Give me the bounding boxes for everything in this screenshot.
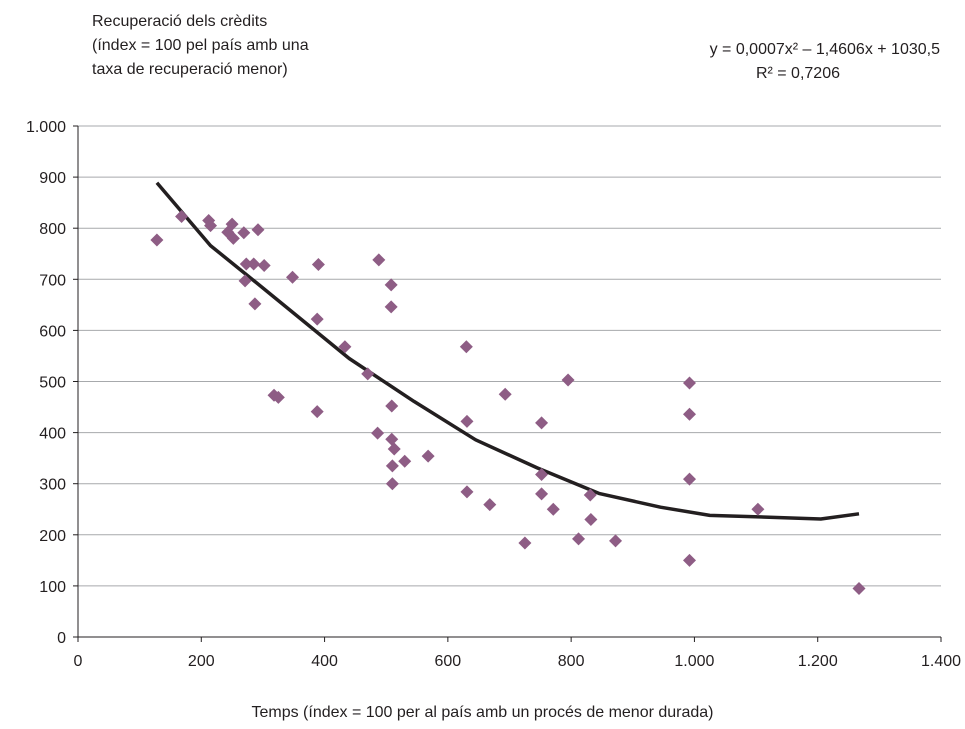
y-axis-title: Recuperació dels crèdits (índex = 100 pe… [92, 10, 309, 82]
data-point-21 [361, 367, 375, 381]
data-point-30 [387, 442, 401, 456]
data-point-16 [286, 270, 300, 284]
data-point-40 [535, 468, 549, 482]
data-point-42 [546, 502, 560, 516]
data-point-11 [248, 297, 262, 311]
r-squared: R² = 0,7206 [755, 65, 840, 82]
y-tick-label: 700 [39, 272, 66, 289]
y-tick-label: 100 [39, 579, 66, 596]
trendline [155, 181, 860, 521]
data-point-10 [247, 257, 261, 271]
y-tick-label: 500 [39, 375, 66, 392]
data-point-33 [459, 340, 473, 354]
x-tick-label: 200 [188, 653, 215, 670]
y-tick-label: 200 [39, 528, 66, 545]
data-point-31 [398, 454, 412, 468]
y-tick-label: 0 [57, 630, 66, 647]
x-tick-label: 600 [435, 653, 462, 670]
data-point-8 [238, 274, 252, 288]
y-tick-label: 900 [39, 170, 66, 187]
trendline-equation-box: y = 0,0007x² – 1,4606x + 1030,5 R² = 0,7… [600, 38, 940, 86]
data-point-35 [460, 485, 474, 499]
data-point-50 [682, 472, 696, 486]
data-point-29 [385, 477, 399, 491]
data-point-25 [384, 300, 398, 314]
x-tick-label: 400 [311, 653, 338, 670]
data-point-49 [682, 407, 696, 421]
data-point-38 [518, 536, 532, 550]
data-point-12 [251, 223, 265, 237]
data-point-48 [682, 376, 696, 390]
x-tick-label: 800 [558, 653, 585, 670]
data-point-34 [460, 414, 474, 428]
data-point-36 [483, 498, 497, 512]
y-tick-label: 800 [39, 221, 66, 238]
trendline-equation: y = 0,0007x² – 1,4606x + 1030,5 [709, 41, 940, 58]
data-point-20 [338, 340, 352, 354]
x-tick-label: 1.000 [674, 653, 714, 670]
x-tick-label: 1.200 [798, 653, 838, 670]
y-axis-title-line-1: Recuperació dels crèdits [92, 13, 268, 30]
data-point-18 [310, 405, 324, 419]
data-point-39 [535, 416, 549, 430]
data-point-17 [310, 312, 324, 326]
data-point-28 [385, 459, 399, 473]
data-point-7 [237, 226, 251, 240]
data-point-0 [150, 233, 164, 247]
data-point-6 [226, 231, 240, 245]
data-point-27 [385, 432, 399, 446]
y-axis-title-line-2: (índex = 100 pel país amb una [92, 37, 309, 54]
data-point-13 [257, 259, 271, 273]
y-axis-title-line-3: taxa de recuperació menor) [92, 61, 288, 78]
data-point-51 [682, 553, 696, 567]
y-tick-label: 400 [39, 426, 66, 443]
x-tick-label: 1.400 [921, 653, 961, 670]
data-point-9 [239, 257, 253, 271]
scatter-chart: 0 100 200 300 400 500 600 700 800 900 1.000 0 200 400… [26, 119, 961, 670]
x-tick-label: 0 [74, 653, 83, 670]
data-point-19 [311, 257, 325, 271]
y-tick-label: 600 [39, 323, 66, 340]
data-point-41 [535, 487, 549, 501]
data-point-47 [609, 534, 623, 548]
data-point-44 [572, 532, 586, 546]
data-point-43 [561, 373, 575, 387]
data-point-26 [385, 399, 399, 413]
y-tick-label: 300 [39, 477, 66, 494]
x-axis-title: Temps (índex = 100 per al país amb un pr… [251, 704, 714, 721]
data-point-37 [498, 387, 512, 401]
data-point-22 [371, 426, 385, 440]
data-point-23 [372, 253, 386, 267]
data-point-1 [175, 209, 189, 223]
y-tick-label: 1.000 [26, 119, 66, 136]
data-point-46 [584, 512, 598, 526]
data-point-5 [225, 217, 239, 231]
data-point-52 [751, 502, 765, 516]
data-point-32 [421, 449, 435, 463]
data-point-53 [852, 581, 866, 595]
data-point-24 [384, 278, 398, 292]
data-point-45 [583, 488, 597, 502]
data-point-15 [271, 390, 285, 404]
data-point-3 [204, 219, 218, 233]
